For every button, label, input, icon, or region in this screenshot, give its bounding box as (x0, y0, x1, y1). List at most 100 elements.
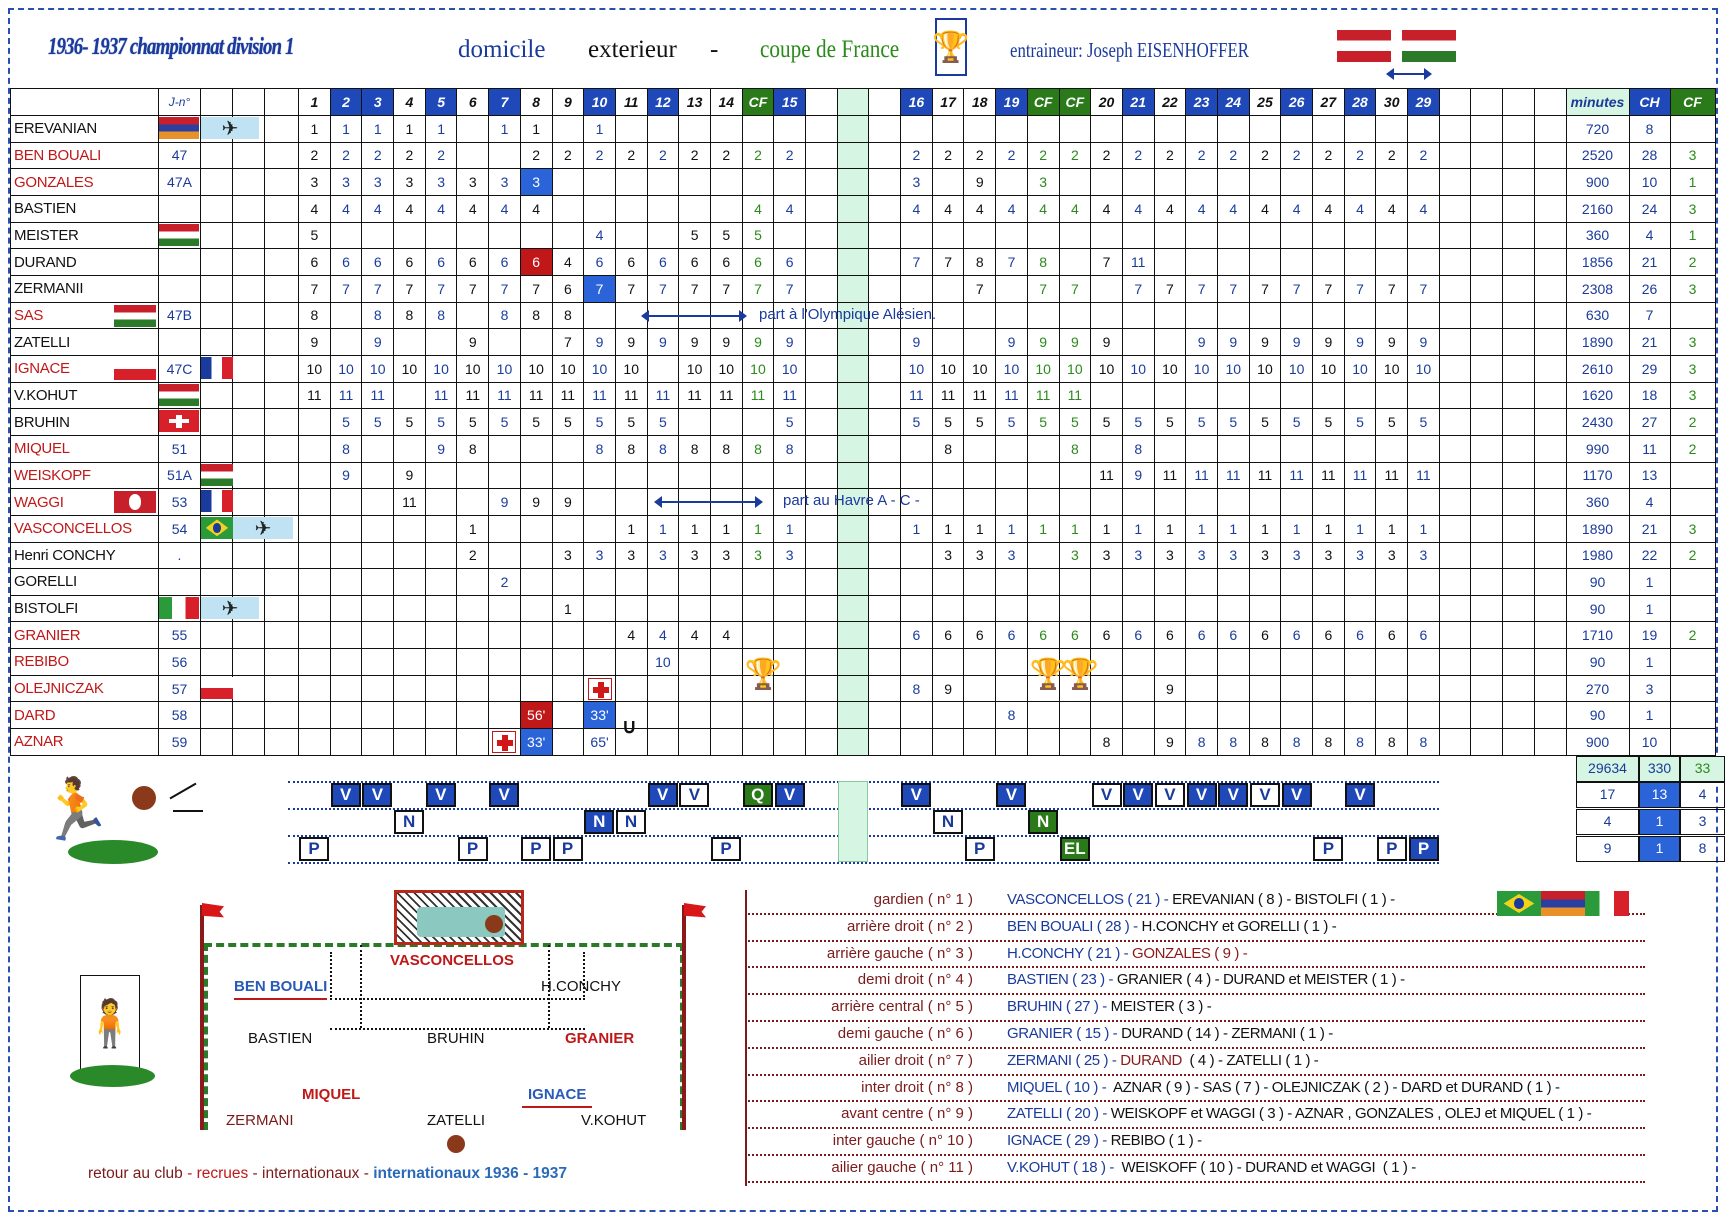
match-cell: 2 (1121, 141, 1155, 170)
player-row: WAGGI 53 11 9 9 9 360 4 (10, 488, 1716, 516)
position-player-text: REBIBO ( 1 ) - (1110, 1132, 1202, 1150)
match-cell (868, 141, 902, 170)
match-cell: 5 (551, 408, 585, 436)
match-cell (488, 461, 521, 490)
ch-value: 21 (1628, 248, 1671, 276)
match-cell (1533, 194, 1567, 223)
match-cell (1058, 115, 1092, 143)
ch-value: 1 (1628, 648, 1671, 676)
jersey-number (158, 408, 201, 436)
match-cell (583, 514, 616, 543)
match-cell (1407, 168, 1440, 196)
match-cell (931, 168, 965, 196)
match-cell (1090, 568, 1123, 596)
match-cell (1438, 168, 1472, 196)
match-cell: 5 (583, 408, 616, 436)
match-cell: 8 (298, 301, 331, 330)
match-cell (1470, 488, 1504, 516)
match-header: 17 (931, 88, 965, 116)
match-cell: 3 (583, 541, 616, 570)
match-cell: 4 (995, 194, 1028, 223)
match-cell: 4 (1312, 194, 1345, 223)
ch-value: 11 (1628, 434, 1671, 463)
player-row: BASTIEN 4 4 4 4 4 4 4 4 4 4 4 4 4 4 4 4 4 4 4 4 4 4 4 4 4 4 4 2160 24… (10, 194, 1716, 223)
match-cell (868, 621, 902, 650)
result-badge: P (520, 837, 551, 861)
match-cell: 3 (1153, 541, 1187, 570)
match-cell (361, 461, 395, 490)
match-cell: 1 (1343, 514, 1377, 543)
match-cell (488, 648, 521, 676)
match-cell: 9 (931, 674, 965, 703)
match-cell (456, 141, 490, 170)
jersey-number (158, 194, 201, 223)
italy-flag-icon (1585, 891, 1629, 916)
match-cell (773, 488, 806, 516)
match-cell: 11 (1058, 381, 1092, 410)
result-total-ch: 1 (1639, 809, 1680, 835)
match-cell (805, 701, 838, 730)
match-cell: 1 (1090, 514, 1123, 543)
result-badge: Q (742, 783, 773, 807)
match-cell: 10 (393, 354, 426, 383)
flag-cell (264, 488, 299, 516)
match-cell (1502, 461, 1535, 490)
match-cell (868, 434, 902, 463)
legend-sep: - (182, 1165, 197, 1182)
match-cell (836, 461, 870, 490)
result-badge: V (362, 783, 393, 807)
match-cell (1248, 701, 1282, 730)
match-cell: 9 (551, 488, 585, 516)
match-cell: 4 (1153, 194, 1187, 223)
position-players: BASTIEN ( 23 ) - GRANIER ( 4 ) - DURAND … (1007, 971, 1405, 988)
double-arrow-icon (1386, 68, 1432, 80)
match-cell: 9 (1153, 674, 1187, 703)
match-cell: 9 (995, 328, 1028, 356)
cf-value (1669, 568, 1716, 596)
match-cell: 2 (773, 141, 806, 170)
minutes-value: 1710 (1565, 621, 1630, 650)
match-cell: 2 (931, 141, 965, 170)
result-badge: V (1250, 783, 1280, 807)
match-cell: 2 (361, 141, 395, 170)
match-cell (741, 568, 775, 596)
match-cell: 6 (298, 248, 331, 276)
formation-player: ZERMANI (226, 1112, 294, 1129)
formation-player: VASCONCELLOS (390, 952, 514, 969)
flag-cell (232, 461, 265, 490)
match-cell (1090, 221, 1123, 250)
match-cell: 2 (1216, 141, 1250, 170)
legend-sep: - (359, 1165, 374, 1182)
match-cell (519, 514, 553, 543)
match-cell: 11 (424, 381, 458, 410)
player-name-cell: DURAND (10, 248, 159, 276)
match-cell (1407, 674, 1440, 703)
position-role: arrière droit ( n° 2 ) (846, 917, 973, 935)
match-cell: 1 (709, 514, 743, 543)
flag-cell (200, 194, 233, 223)
trophy-icon: 🏆 (1061, 658, 1099, 692)
match-cell: 2 (900, 141, 933, 170)
match-cell (1407, 701, 1440, 730)
match-cell (361, 434, 395, 463)
hungary-flag-icon (114, 304, 156, 327)
match-cell: 7 (709, 274, 743, 303)
match-cell (1280, 648, 1313, 676)
match-cell (1343, 488, 1377, 516)
match-cell: 8 (646, 434, 680, 463)
match-cell (836, 168, 870, 196)
grand-total-cf: 33 (1680, 756, 1725, 782)
player-name-cell: V.KOHUT (10, 381, 159, 410)
airplane-icon: ✈ (201, 117, 259, 140)
match-cell (1438, 621, 1472, 650)
position-player-text: GRANIER ( 15 ) - (1007, 1024, 1122, 1042)
match-header: 21 (1121, 88, 1155, 116)
match-cell: 5 (995, 408, 1028, 436)
match-cell: 2 (424, 141, 458, 170)
match-cell (1343, 674, 1377, 703)
match-cell: 1 (551, 594, 585, 623)
position-player-text: AZNAR ( 9 ) - SAS ( 7 ) - OLEJNICZAK ( 2… (1113, 1078, 1560, 1096)
match-cell: 6 (551, 274, 585, 303)
player-row: GONZALES 47A 3 3 3 3 3 3 3 3 3 9 3 900 10 1 (10, 168, 1716, 196)
flag-cell (264, 301, 299, 330)
